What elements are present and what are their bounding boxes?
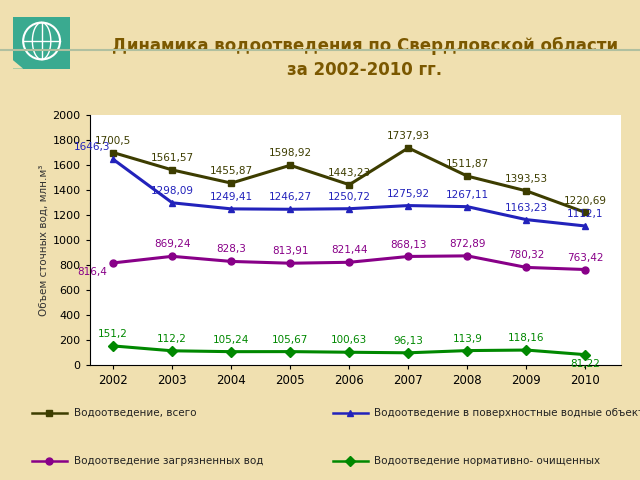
Text: Водоотведение, всего: Водоотведение, всего [74,408,196,418]
Text: 1737,93: 1737,93 [387,131,430,141]
Text: 1298,09: 1298,09 [151,186,194,196]
Text: 1561,57: 1561,57 [150,153,194,163]
Text: Водоотведение в поверхностные водные объекты: Водоотведение в поверхностные водные объ… [374,408,640,418]
Text: 1220,69: 1220,69 [564,195,607,205]
Text: 763,42: 763,42 [567,252,604,263]
Text: 112,2: 112,2 [157,334,187,344]
Text: 1455,87: 1455,87 [210,166,253,176]
Text: 100,63: 100,63 [331,336,367,345]
Text: 1700,5: 1700,5 [95,136,131,145]
Text: Водоотведение загрязненных вод: Водоотведение загрязненных вод [74,456,263,466]
Text: 81,22: 81,22 [570,359,600,369]
Text: 1267,11: 1267,11 [446,190,489,200]
Text: 828,3: 828,3 [216,244,246,254]
Text: 96,13: 96,13 [394,336,423,346]
Text: 105,24: 105,24 [213,335,250,345]
Polygon shape [13,60,23,69]
Text: 1646,3: 1646,3 [74,143,111,152]
Text: 821,44: 821,44 [331,245,367,255]
Text: 1393,53: 1393,53 [505,174,548,184]
Text: 780,32: 780,32 [508,251,545,261]
Y-axis label: Объем сточных вод, млн.м³: Объем сточных вод, млн.м³ [38,164,48,316]
Text: 872,89: 872,89 [449,239,486,249]
Text: 816,4: 816,4 [77,267,108,277]
Text: 1511,87: 1511,87 [446,159,489,169]
Text: 1250,72: 1250,72 [328,192,371,202]
Text: за 2002-2010 гг.: за 2002-2010 гг. [287,61,442,79]
Text: 1163,23: 1163,23 [505,203,548,213]
Text: 113,9: 113,9 [452,334,483,344]
Text: 869,24: 869,24 [154,240,191,250]
Text: 1249,41: 1249,41 [210,192,253,202]
Text: Динамика водоотведения по Свердловской области: Динамика водоотведения по Свердловской о… [112,37,618,55]
Text: 1246,27: 1246,27 [269,192,312,203]
Text: 118,16: 118,16 [508,333,545,343]
Text: Водоотведение нормативно- очищенных: Водоотведение нормативно- очищенных [374,456,600,466]
Text: 1598,92: 1598,92 [269,148,312,158]
Text: 1275,92: 1275,92 [387,189,430,199]
Text: 151,2: 151,2 [99,329,128,339]
Text: 868,13: 868,13 [390,240,427,250]
FancyBboxPatch shape [13,17,70,69]
Text: 105,67: 105,67 [272,335,308,345]
Text: 813,91: 813,91 [272,246,308,256]
Text: 1112,1: 1112,1 [567,209,604,219]
Text: 1443,23: 1443,23 [328,168,371,178]
